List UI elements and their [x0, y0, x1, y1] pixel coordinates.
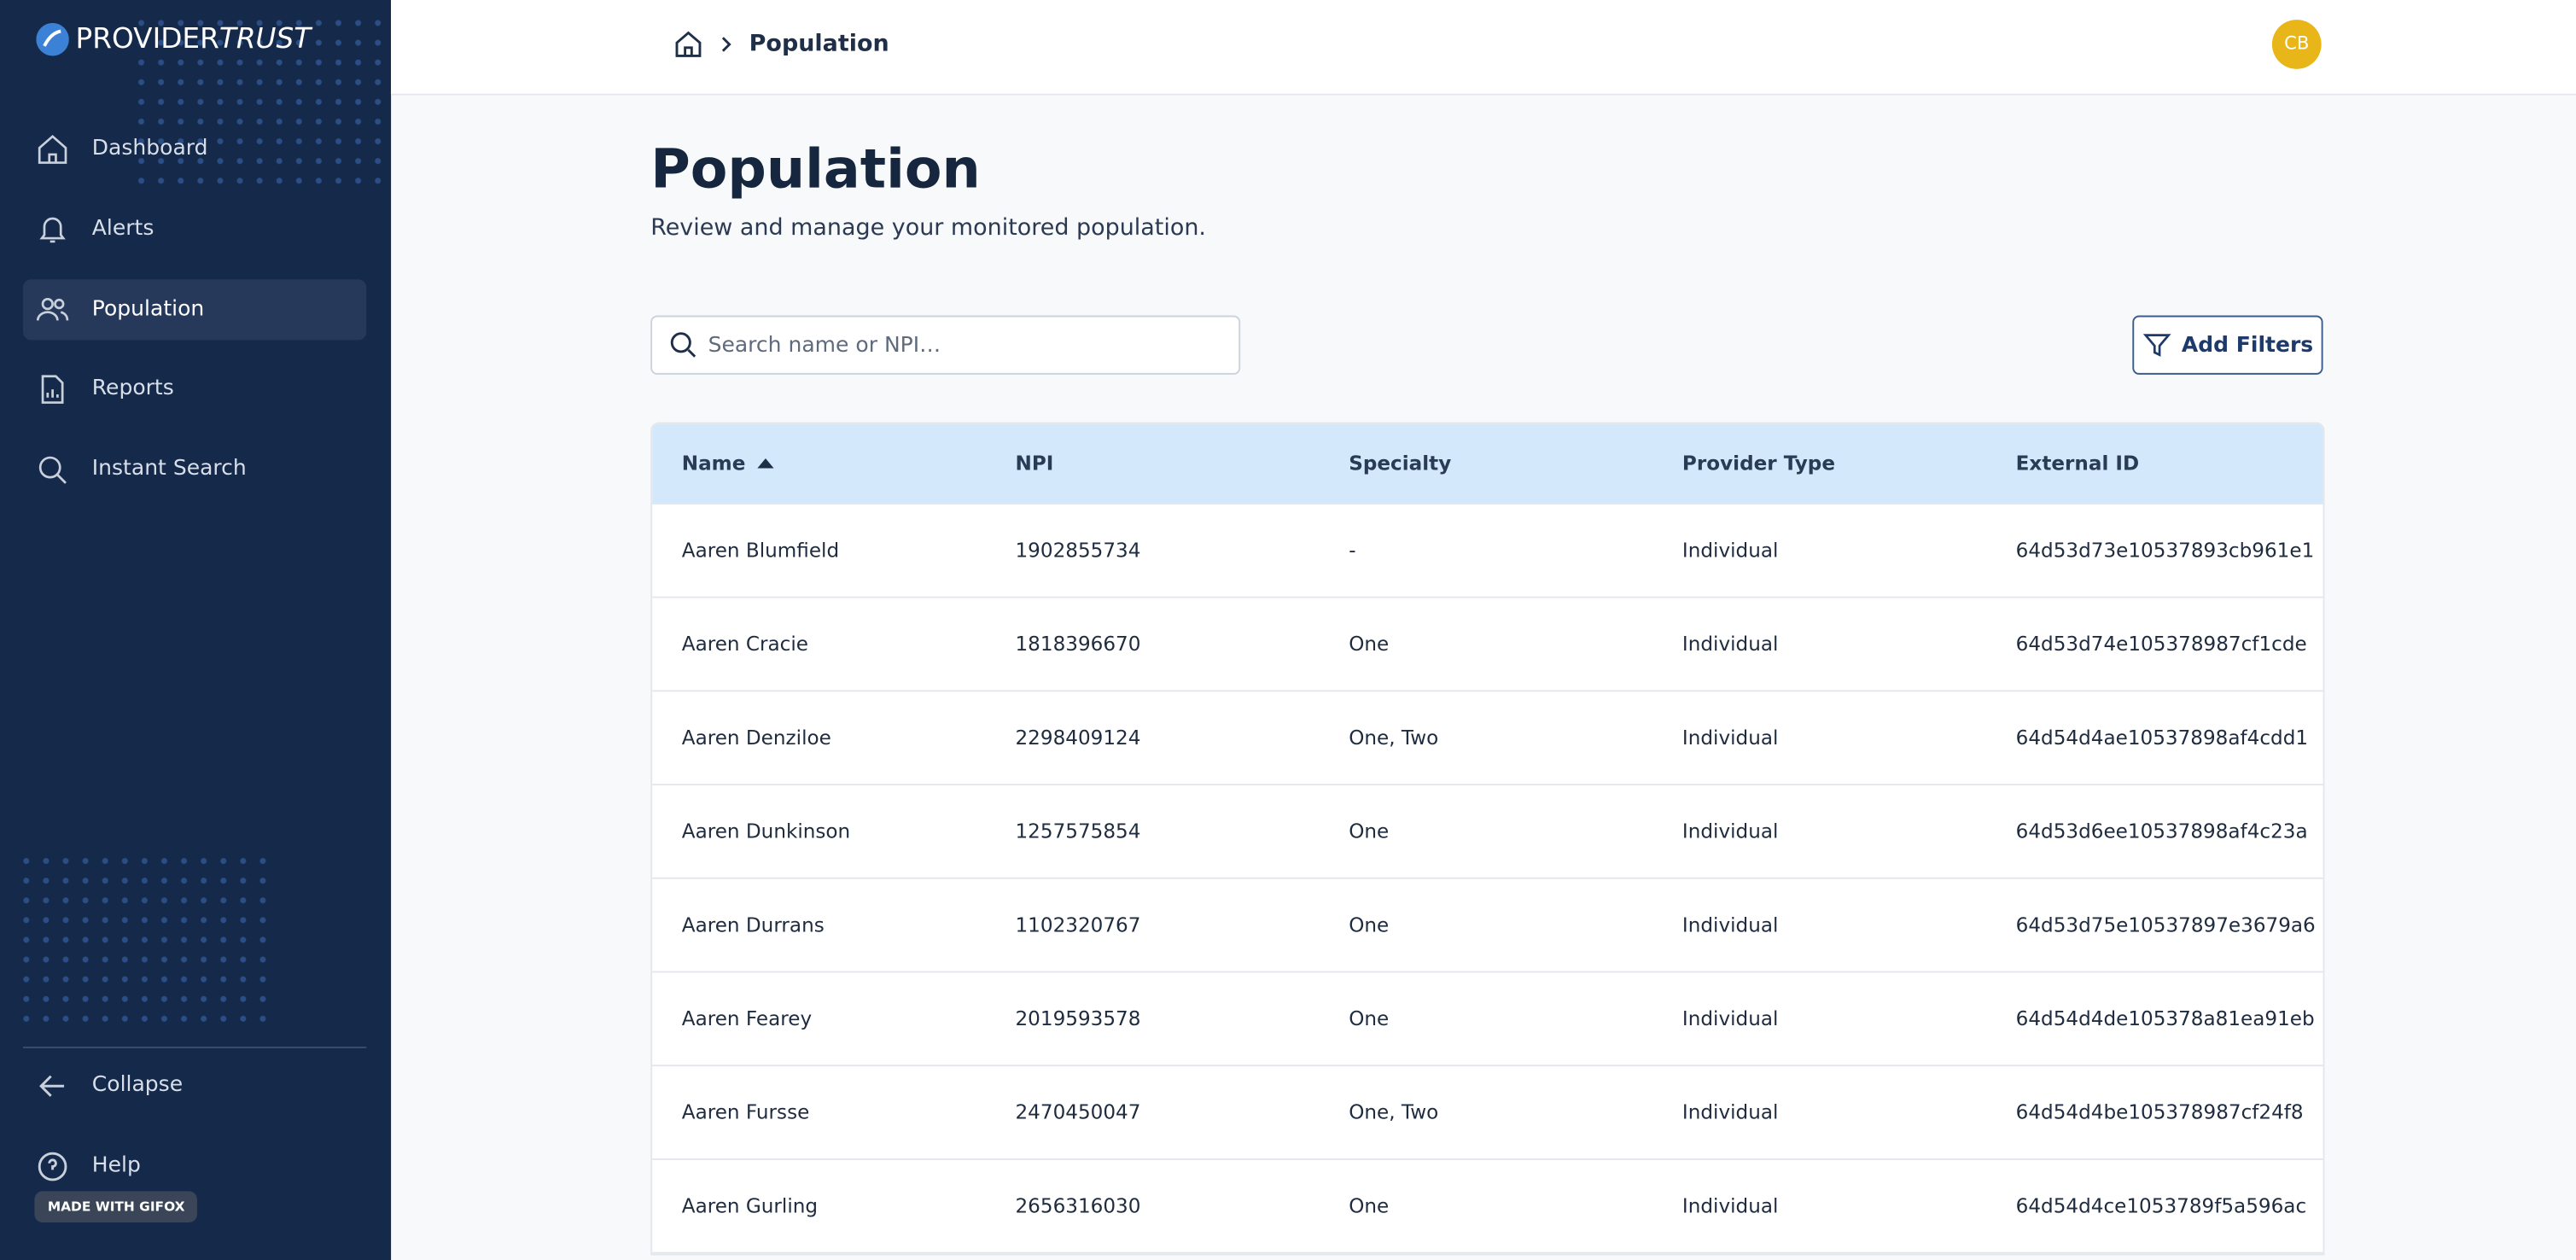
- nav-item[interactable]: Reports: [23, 359, 366, 419]
- nav-item[interactable]: Population: [22, 278, 367, 340]
- nav-item[interactable]: Dashboard: [23, 119, 366, 179]
- column-header[interactable]: Name: [652, 452, 986, 475]
- table-cell: 2656316030: [1015, 1194, 1141, 1218]
- table-cell: 2298409124: [1015, 726, 1141, 750]
- table-cell: 1818396670: [1015, 633, 1141, 656]
- table-row[interactable]: Aaren Cracie 1818396670 One Individual 64d53…: [652, 598, 2323, 692]
- table-cell: Individual: [1681, 726, 1779, 750]
- table-cell: 64d54d4ce1053789f5a596ac: [2015, 1194, 2307, 1218]
- nav-item[interactable]: Alerts: [23, 198, 366, 259]
- nav-label: Reports: [91, 376, 174, 402]
- table-row[interactable]: Aaren Blumfield 1902855734 - Individual 64d5…: [652, 505, 2323, 598]
- table-cell: 64d54d4de105378a81ea91eb: [2015, 1006, 2315, 1030]
- table-cell: 64d53d75e10537897e3679a6: [2015, 913, 2316, 937]
- table-cell: Individual: [1681, 1006, 1779, 1030]
- table-cell: 2019593578: [1015, 1006, 1141, 1030]
- topbar: Population CB: [391, 0, 2576, 96]
- badge: MADE WITH GIFOX: [34, 1191, 198, 1223]
- table-cell: 2470450047: [1015, 1100, 1141, 1124]
- table-row[interactable]: Aaren Gurling 2656316030 One Individual 64d5…: [652, 1160, 2323, 1254]
- table-cell: Individual: [1681, 1194, 1779, 1218]
- column-header[interactable]: NPI: [1015, 452, 1054, 475]
- table-cell: 1257575854: [1015, 820, 1141, 843]
- table-row[interactable]: Aaren Fearey 2019593578 One Individual 64d54…: [652, 972, 2323, 1067]
- table-cell: Individual: [1681, 539, 1779, 563]
- nav-label: Population: [91, 296, 205, 322]
- table-cell: 1102320767: [1015, 913, 1141, 937]
- add-filters-label: Add Filters: [2181, 332, 2314, 358]
- table-cell: Aaren Denziloe: [681, 726, 831, 750]
- add-filters-button[interactable]: Add Filters: [2132, 315, 2323, 375]
- page-subtitle: Review and manage your monitored populat…: [650, 215, 1206, 242]
- table-row[interactable]: Aaren Fursse 2470450047 One, Two Individual…: [652, 1066, 2323, 1160]
- column-header[interactable]: Provider Type: [1681, 452, 1835, 475]
- table-cell: Aaren Fursse: [681, 1100, 810, 1124]
- table-cell: 64d53d6ee10537898af4c23a: [2015, 820, 2308, 843]
- table-cell: One: [1349, 913, 1390, 937]
- table-row[interactable]: Aaren Denziloe 2298409124 One, Two Individu…: [652, 691, 2323, 786]
- table-cell: Aaren Durrans: [681, 913, 825, 937]
- column-header[interactable]: Specialty: [1349, 452, 1452, 475]
- table-cell: One: [1349, 1006, 1390, 1030]
- help[interactable]: Help: [23, 1135, 366, 1196]
- table-cell: 64d53d74e105378987cf1cde: [2015, 633, 2307, 656]
- table-cell: Aaren Cracie: [681, 633, 809, 656]
- table-cell: One: [1349, 820, 1390, 843]
- column-header[interactable]: External ID: [2015, 452, 2140, 475]
- logo[interactable]: PROVIDERTRUST: [36, 22, 312, 56]
- nav-label: Instant Search: [91, 457, 247, 481]
- table-cell: One: [1349, 633, 1390, 656]
- sort-icon: [756, 458, 774, 469]
- search-box[interactable]: Search name or NPI…: [650, 315, 1241, 375]
- table-cell: Individual: [1681, 913, 1779, 937]
- table-row[interactable]: Aaren Dunkinson 1257575854 One Individual 64…: [652, 785, 2323, 879]
- page-title: Population: [650, 136, 981, 201]
- table-cell: 64d53d73e10537893cb961e1: [2015, 539, 2315, 563]
- table-cell: 64d54d4ae10537898af4cdd1: [2015, 726, 2309, 750]
- table-cell: 64d54d4be105378987cf24f8: [2015, 1100, 2304, 1124]
- brand-name: PROVIDER: [75, 22, 219, 56]
- search-placeholder: Search name or NPI…: [708, 332, 941, 358]
- table: Name NPI Specialty Provider Type External ID…: [650, 422, 2325, 1256]
- nav-item[interactable]: Instant Search: [23, 439, 366, 499]
- avatar[interactable]: CB: [2271, 20, 2322, 69]
- table-cell: Aaren Dunkinson: [681, 820, 851, 843]
- table-row[interactable]: Aaren Durrans 1102320767 One Individual 64d5…: [652, 879, 2323, 973]
- table-cell: Aaren Blumfield: [681, 539, 840, 563]
- table-cell: Individual: [1681, 633, 1779, 656]
- table-cell: 1902855734: [1015, 539, 1141, 563]
- table-cell: Aaren Fearey: [681, 1006, 813, 1030]
- table-cell: One, Two: [1349, 726, 1439, 750]
- table-cell: Aaren Gurling: [681, 1194, 819, 1218]
- breadcrumb-current: Population: [749, 31, 889, 58]
- table-cell: One: [1349, 1194, 1390, 1218]
- brand-name-italic: TRUST: [219, 22, 312, 56]
- table-cell: Individual: [1681, 1100, 1779, 1124]
- table-header: Name NPI Specialty Provider Type External ID: [652, 423, 2323, 505]
- table-cell: Individual: [1681, 820, 1779, 843]
- table-cell: One, Two: [1349, 1100, 1439, 1124]
- collapse-label: Collapse: [91, 1072, 184, 1098]
- collapse[interactable]: Collapse: [23, 1055, 366, 1116]
- decor: [131, 13, 392, 191]
- help-label: Help: [91, 1153, 141, 1179]
- nav-label: Alerts: [91, 216, 154, 242]
- nav-label: Dashboard: [91, 136, 208, 161]
- table-cell: -: [1349, 539, 1356, 563]
- decor: [16, 851, 266, 1035]
- breadcrumb: Population: [673, 30, 889, 60]
- sidebar: PROVIDERTRUST Dashboard Alerts Population R…: [0, 0, 392, 1260]
